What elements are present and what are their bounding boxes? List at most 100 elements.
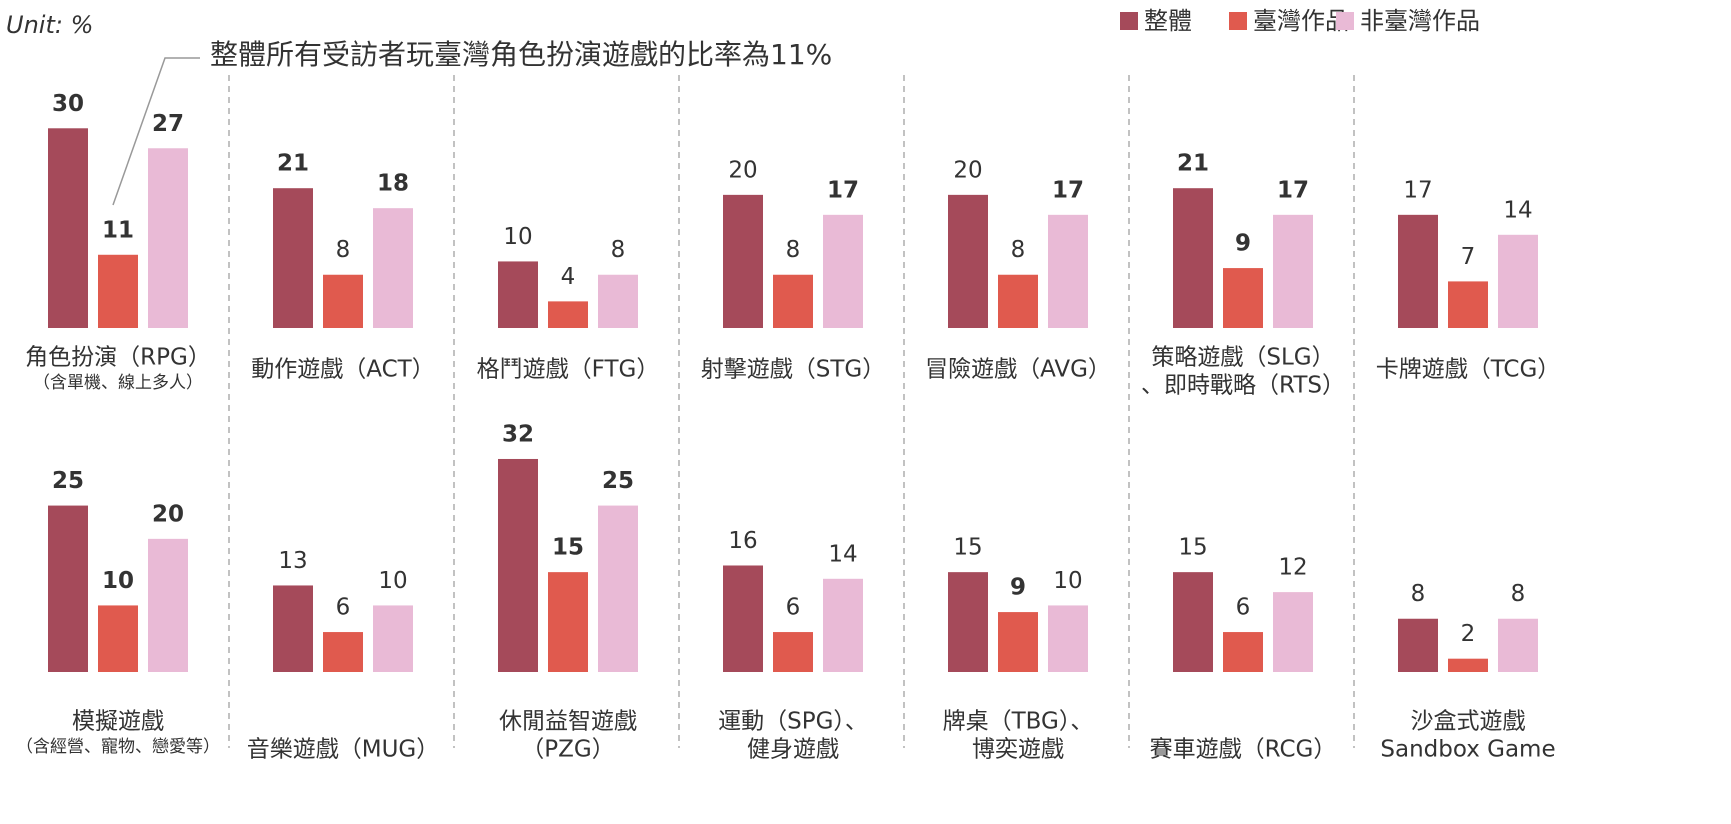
value-label: 8 [611,237,626,263]
bar [98,254,138,328]
annotation-leader [112,57,200,206]
value-label: 21 [277,151,309,177]
bar [148,538,188,672]
bar [148,148,188,328]
value-label: 7 [1461,244,1476,270]
value-label: 8 [1411,581,1426,607]
value-label: 4 [561,264,576,290]
value-label: 17 [1277,177,1309,203]
category-label: 冒險遊戲（AVG） [925,357,1111,383]
bar [723,194,763,328]
value-label: 8 [1011,237,1026,263]
value-label: 14 [1503,197,1532,223]
bar [1048,214,1088,328]
bar [773,632,813,672]
legend-label: 整體 [1144,7,1192,35]
bar [48,128,88,328]
category-label: 牌桌（TBG）、 [943,709,1094,735]
bar [1223,632,1263,672]
category-label: （含單機、線上多人） [33,373,203,393]
bar [773,274,813,328]
value-label: 15 [552,535,584,561]
category-label: 運動（SPG）、 [718,709,868,735]
bar [1273,214,1313,328]
value-label: 17 [827,177,859,203]
category-label: 射擊遊戲（STG） [701,357,885,383]
category-label: 休閒益智遊戲 [499,709,637,735]
legend-label: 非臺灣作品 [1360,7,1480,35]
bar [273,188,313,328]
category-label: 音樂遊戲（MUG） [247,737,440,763]
bar [1273,592,1313,672]
value-label: 11 [102,217,134,243]
value-label: 9 [1010,575,1026,601]
category-label: 健身遊戲 [747,737,839,763]
value-label: 8 [336,237,351,263]
bar [323,274,363,328]
bar [598,505,638,672]
value-label: 10 [102,568,134,594]
bar [323,632,363,672]
value-label: 30 [52,91,84,117]
value-label: 20 [728,157,757,183]
bar [823,578,863,672]
bar [823,214,863,328]
category-label: 卡牌遊戲（TCG） [1376,357,1561,383]
category-label: 策略遊戲（SLG） [1151,345,1334,371]
legend-label: 臺灣作品 [1253,7,1349,35]
bar [948,572,988,672]
value-label: 20 [953,157,982,183]
category-label: 角色扮演（RPG） [25,345,211,371]
value-label: 10 [503,224,532,250]
legend-swatch [1229,12,1247,30]
bar [373,208,413,328]
value-label: 25 [52,468,84,494]
bar [1448,281,1488,328]
value-label: 6 [336,595,351,621]
value-label: 9 [1235,231,1251,257]
value-label: 18 [377,171,409,197]
value-label: 16 [728,528,757,554]
category-label: Sandbox Game [1380,737,1555,763]
category-label: （PZG） [521,737,614,763]
bar [273,585,313,672]
bar [998,612,1038,672]
value-label: 20 [152,501,184,527]
value-label: 2 [1461,621,1476,647]
category-label: 、即時戰略（RTS） [1141,373,1345,399]
annotation: 整體所有受訪者玩臺灣角色扮演遊戲的比率為11% [210,38,832,71]
value-label: 8 [786,237,801,263]
bar [1498,234,1538,328]
value-label: 10 [1053,568,1082,594]
legend-swatch [1336,12,1354,30]
value-label: 15 [1178,535,1207,561]
bar [1398,214,1438,328]
value-label: 13 [278,548,307,574]
bar [723,565,763,672]
value-label: 6 [1236,595,1251,621]
bar [498,261,538,328]
category-label: 博奕遊戲 [972,737,1064,763]
bar [948,194,988,328]
value-label: 25 [602,468,634,494]
bar [548,301,588,328]
value-label: 27 [152,111,184,137]
bar [498,458,538,672]
category-label: 沙盒式遊戲 [1411,709,1526,735]
category-label: 賽車遊戲（RCG） [1150,737,1337,763]
bar [1173,572,1213,672]
category-label: 模擬遊戲 [72,709,164,735]
value-label: 8 [1511,581,1526,607]
unit-label: Unit: % [6,11,93,39]
bar [548,572,588,672]
bar [998,274,1038,328]
bar [1398,618,1438,672]
bar [373,605,413,672]
value-label: 17 [1052,177,1084,203]
value-label: 17 [1403,177,1432,203]
category-label: 動作遊戲（ACT） [251,357,434,383]
value-label: 6 [786,595,801,621]
bar [598,274,638,328]
category-label: 格鬥遊戲（FTG） [477,357,660,383]
